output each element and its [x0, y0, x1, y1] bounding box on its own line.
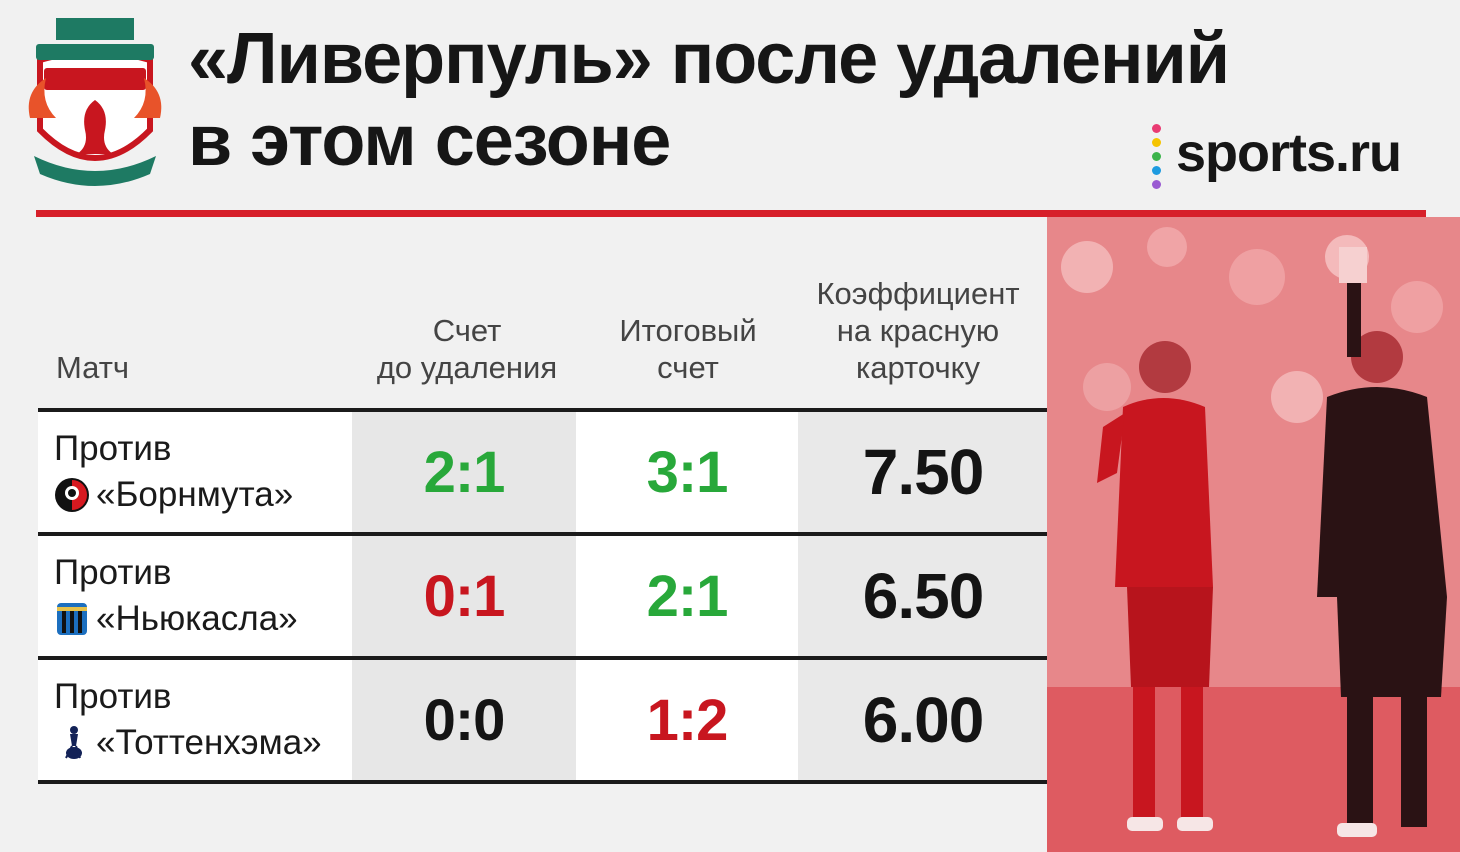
divider	[36, 210, 1426, 217]
header-odds-line-2: на красную	[836, 313, 1000, 348]
header-final-score-line-2: счет	[657, 350, 719, 385]
odds-cell: 6.00	[798, 660, 1048, 780]
score-before: 0:1	[423, 563, 506, 629]
red-card-odds: 7.50	[862, 436, 985, 508]
newcastle-crest-icon	[57, 603, 87, 635]
red-card-odds: 6.00	[862, 684, 985, 756]
header-score-before-line-1: Счет	[432, 313, 502, 348]
brand-dot-icon	[1152, 124, 1161, 133]
match-cell: Против «Тоттенхэма»	[38, 660, 352, 780]
stats-table: Матч Счет до удаления Итоговый счет Коэф…	[38, 238, 1048, 784]
final-score-cell: 2:1	[576, 536, 798, 656]
final-score-cell: 1:2	[576, 660, 798, 780]
tottenham-crest-icon	[65, 726, 82, 759]
final-score: 1:2	[646, 687, 729, 753]
final-score: 3:1	[646, 439, 729, 505]
table-header: Матч Счет до удаления Итоговый счет Коэф…	[38, 238, 1048, 408]
brand-dot-icon	[1152, 180, 1161, 189]
match-opponent: «Ньюкасла»	[96, 599, 298, 638]
final-score-cell: 3:1	[576, 412, 798, 532]
match-opponent: «Тоттенхэма»	[96, 723, 322, 762]
header-odds-line-1: Коэффициент	[816, 276, 1020, 311]
odds-cell: 6.50	[798, 536, 1048, 656]
liverpool-crest-icon	[28, 18, 162, 186]
score-before-cell: 0:0	[352, 660, 576, 780]
page-title: «Ливерпуль» после удалений в этом сезоне	[188, 18, 1230, 182]
brand-dot-icon	[1152, 166, 1161, 175]
match-prefix: Против	[54, 677, 172, 716]
title-line-1: «Ливерпуль» после удалений	[188, 19, 1230, 99]
brand-dot-icon	[1152, 138, 1161, 147]
odds-cell: 7.50	[798, 412, 1048, 532]
score-before-cell: 2:1	[352, 412, 576, 532]
brand-name: sports.ru	[1176, 123, 1402, 183]
score-before-cell: 0:1	[352, 536, 576, 656]
header: «Ливерпуль» после удалений в этом сезоне…	[0, 0, 1460, 212]
header-final-score: Итоговый счет	[578, 312, 798, 386]
score-before: 0:0	[423, 687, 506, 753]
header-score-before: Счет до удаления	[356, 312, 578, 386]
final-score: 2:1	[646, 563, 729, 629]
brand-dot-icon	[1152, 152, 1161, 161]
match-cell: Против «Борнмута»	[38, 412, 352, 532]
bournemouth-crest-icon	[55, 478, 89, 512]
header-odds: Коэффициент на красную карточку	[798, 275, 1038, 386]
header-final-score-line-1: Итоговый	[619, 313, 757, 348]
title-line-2: в этом сезоне	[188, 101, 671, 181]
match-cell: Против «Ньюкасла»	[38, 536, 352, 656]
table-row: Против «Ньюкасла» 0:1 2:1 6.50	[38, 532, 1048, 656]
header-match: Матч	[56, 350, 130, 385]
header-odds-line-3: карточку	[855, 350, 980, 385]
match-opponent: «Борнмута»	[96, 475, 294, 514]
header-score-before-line-2: до удаления	[376, 350, 558, 385]
match-prefix: Против	[54, 429, 172, 468]
table-row: Против «Борнмута» 2:1 3:1 7.50	[38, 408, 1048, 532]
table-row: Против «Тоттенхэма» 0:0 1:2 6.00	[38, 656, 1048, 784]
score-before: 2:1	[423, 439, 506, 505]
red-card-photo-icon	[1047, 217, 1460, 852]
brand-dots-icon	[1152, 124, 1166, 192]
red-card-odds: 6.50	[862, 560, 985, 632]
match-prefix: Против	[54, 553, 172, 592]
